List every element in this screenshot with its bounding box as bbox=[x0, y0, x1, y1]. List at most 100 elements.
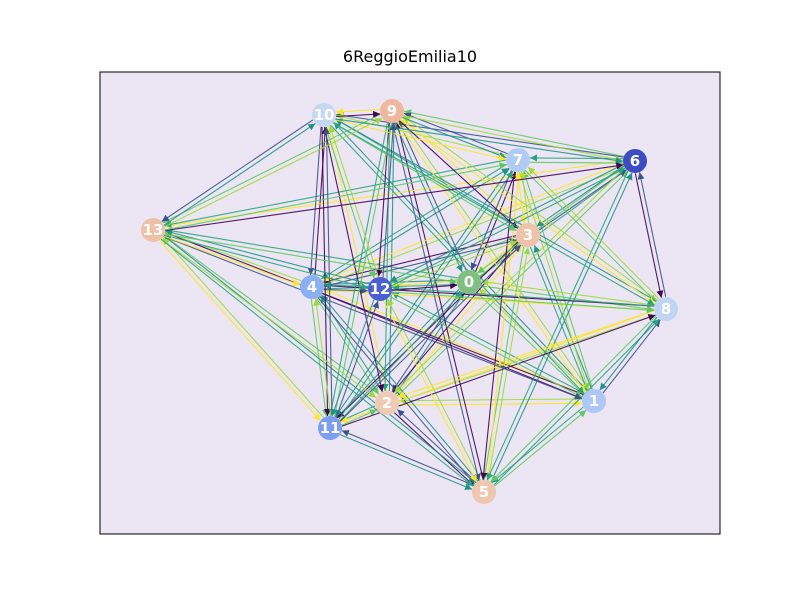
edge-1-to-10 bbox=[333, 121, 588, 392]
node-circle-5 bbox=[472, 480, 496, 504]
edge-6-to-8 bbox=[634, 173, 664, 298]
edge-4-to-13 bbox=[164, 231, 302, 282]
edge-13-to-7 bbox=[165, 162, 507, 231]
edge-7-to-6 bbox=[529, 159, 624, 167]
edge-8-to-9 bbox=[402, 115, 658, 301]
edge-0-to-7 bbox=[474, 171, 517, 272]
edge-13-to-4 bbox=[163, 235, 301, 286]
edge-10-to-9 bbox=[336, 110, 381, 118]
edge-13-to-6 bbox=[165, 162, 624, 232]
edge-5-to-11 bbox=[341, 430, 475, 486]
edge-10-to-3 bbox=[332, 122, 517, 232]
node-11: 11 bbox=[318, 416, 342, 440]
graph-title: 6ReggioEmilia10 bbox=[342, 47, 478, 66]
edge-10-to-8 bbox=[333, 122, 655, 306]
edge-13-to-2 bbox=[160, 238, 377, 399]
node-circle-7 bbox=[506, 148, 530, 172]
edge-6-to-7 bbox=[529, 154, 624, 162]
edge-2-to-8 bbox=[398, 313, 656, 402]
edge-12-to-5 bbox=[383, 300, 478, 483]
edge-1-to-13 bbox=[164, 231, 584, 396]
edge-11-to-0 bbox=[339, 291, 463, 422]
edge-3-to-11 bbox=[336, 241, 519, 419]
edge-12-to-9 bbox=[382, 123, 397, 278]
edge-3-to-7 bbox=[519, 171, 530, 223]
edge-6-to-2 bbox=[393, 167, 626, 394]
edge-12-to-3 bbox=[391, 240, 518, 288]
edge-9-to-13 bbox=[162, 113, 381, 224]
edge-7-to-3 bbox=[516, 172, 527, 224]
node-circle-6 bbox=[623, 149, 647, 173]
node-8: 8 bbox=[654, 297, 678, 321]
edge-7-to-4 bbox=[320, 163, 507, 280]
edge-0-to-12 bbox=[391, 280, 457, 289]
edge-11-to-4 bbox=[313, 298, 332, 416]
node-label-4: 4 bbox=[307, 278, 317, 296]
edge-3-to-1 bbox=[529, 246, 589, 391]
edge-12-to-10 bbox=[328, 125, 379, 278]
edge-8-to-5 bbox=[490, 315, 657, 483]
node-circle-13 bbox=[141, 218, 165, 242]
edge-0-to-11 bbox=[336, 288, 460, 419]
edge-9-to-8 bbox=[400, 119, 656, 305]
edge-11-to-12 bbox=[335, 300, 379, 418]
edge-4-to-1 bbox=[322, 292, 583, 400]
node-6: 6 bbox=[623, 149, 647, 173]
edge-10-to-7 bbox=[335, 119, 506, 162]
edge-6-to-4 bbox=[322, 162, 624, 282]
edge-9-to-1 bbox=[396, 121, 586, 393]
edge-5-to-2 bbox=[396, 409, 477, 483]
edge-13-to-9 bbox=[164, 117, 383, 228]
node-label-5: 5 bbox=[479, 483, 489, 501]
edge-9-to-0 bbox=[394, 122, 463, 273]
node-3: 3 bbox=[516, 223, 540, 247]
node-circle-4 bbox=[300, 275, 324, 299]
edge-6-to-5 bbox=[486, 170, 629, 481]
edge-11-to-2 bbox=[341, 409, 378, 426]
node-13: 13 bbox=[141, 218, 165, 242]
node-circle-8 bbox=[654, 297, 678, 321]
edge-2-to-0 bbox=[395, 292, 465, 395]
edge-9-to-7 bbox=[402, 116, 507, 159]
node-1: 1 bbox=[582, 389, 606, 413]
node-label-1: 1 bbox=[589, 392, 599, 410]
node-4: 4 bbox=[300, 275, 324, 299]
node-circle-2 bbox=[375, 391, 399, 415]
edge-9-to-6 bbox=[403, 115, 623, 163]
edge-13-to-5 bbox=[160, 238, 474, 487]
node-9: 9 bbox=[380, 99, 404, 123]
node-label-7: 7 bbox=[513, 151, 523, 169]
edge-12-to-0 bbox=[392, 282, 458, 291]
edge-11-to-9 bbox=[333, 123, 394, 417]
node-label-2: 2 bbox=[382, 394, 392, 412]
edge-3-to-5 bbox=[481, 246, 525, 480]
edge-0-to-1 bbox=[475, 291, 585, 395]
edge-12-to-6 bbox=[391, 167, 626, 287]
node-10: 10 bbox=[312, 103, 336, 127]
edge-10-to-1 bbox=[330, 124, 585, 395]
edge-2-to-4 bbox=[319, 295, 383, 392]
node-circle-12 bbox=[368, 277, 392, 301]
edge-0-to-2 bbox=[391, 290, 461, 393]
edge-3-to-6 bbox=[538, 169, 627, 231]
node-circle-3 bbox=[516, 223, 540, 247]
edge-8-to-6 bbox=[637, 172, 667, 297]
edge-1-to-8 bbox=[602, 319, 661, 394]
node-label-0: 0 bbox=[464, 273, 474, 291]
edges-layer bbox=[158, 108, 667, 490]
edge-5-to-9 bbox=[395, 121, 484, 480]
node-label-13: 13 bbox=[143, 221, 164, 239]
edge-10-to-11 bbox=[321, 126, 331, 417]
edge-7-to-9 bbox=[403, 112, 508, 155]
edge-12-to-1 bbox=[389, 296, 583, 398]
edge-1-to-4 bbox=[323, 288, 584, 396]
edge-5-to-1 bbox=[494, 409, 587, 487]
edge-8-to-1 bbox=[599, 316, 658, 391]
edge-10-to-13 bbox=[161, 119, 314, 222]
node-0: 0 bbox=[457, 270, 481, 294]
edge-12-to-11 bbox=[331, 299, 375, 417]
edge-13-to-1 bbox=[163, 235, 583, 400]
edge-4-to-10 bbox=[314, 127, 329, 276]
